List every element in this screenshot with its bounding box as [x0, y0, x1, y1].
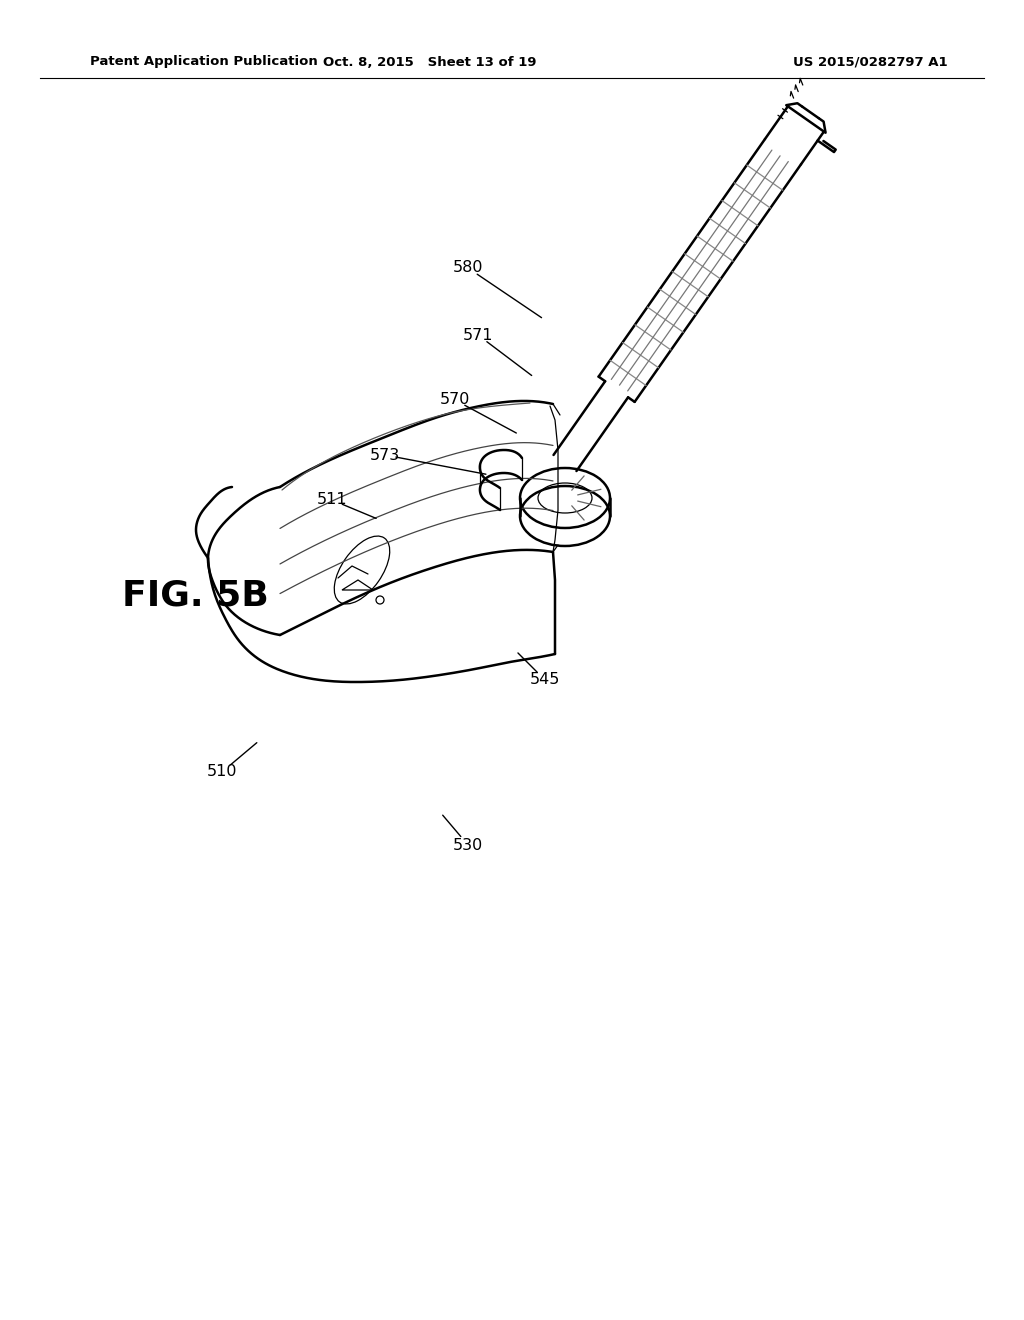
Text: 510: 510: [207, 764, 238, 780]
Text: 570: 570: [440, 392, 470, 408]
Text: 511: 511: [316, 492, 347, 507]
Text: FIG. 5B: FIG. 5B: [122, 578, 268, 612]
Text: 530: 530: [453, 837, 483, 853]
Text: 573: 573: [370, 447, 400, 462]
Text: US 2015/0282797 A1: US 2015/0282797 A1: [793, 55, 947, 69]
Text: 580: 580: [453, 260, 483, 276]
Text: 545: 545: [529, 672, 560, 688]
Text: Patent Application Publication: Patent Application Publication: [90, 55, 317, 69]
Text: 571: 571: [463, 327, 494, 342]
Text: Oct. 8, 2015   Sheet 13 of 19: Oct. 8, 2015 Sheet 13 of 19: [324, 55, 537, 69]
